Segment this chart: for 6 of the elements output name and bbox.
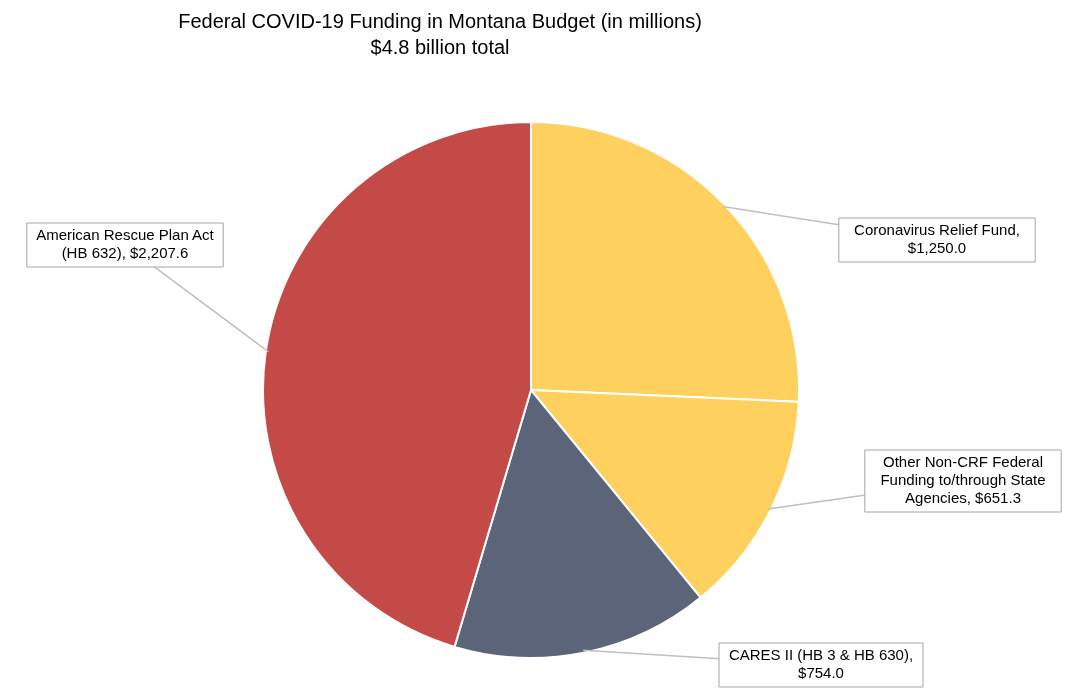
chart-title: Federal COVID-19 Funding in Montana Budget (in millions) xyxy=(178,10,702,32)
slice-label: CARES II (HB 3 & HB 630), $754.0 xyxy=(728,646,914,681)
slice-label: American Rescue Plan Act (HB 632), $2,207.6 xyxy=(36,226,215,261)
slice-label: Other Non-CRF Federal Funding to/through State Agencies, $651.3 xyxy=(880,453,1046,506)
chart-subtitle: $4.8 billion total xyxy=(370,36,510,58)
slice-label: Coronavirus Relief Fund, $1,250.0 xyxy=(854,221,1020,256)
